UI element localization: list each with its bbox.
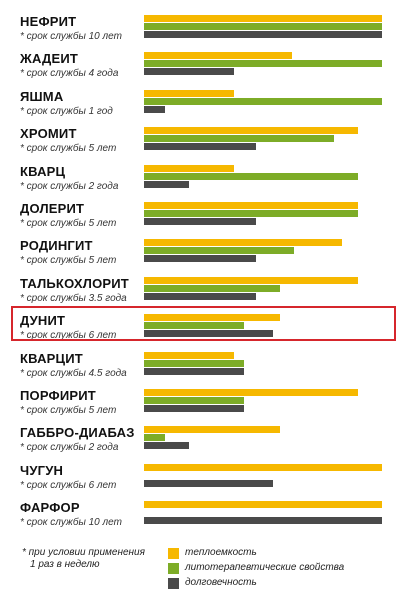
service-life-label: * срок службы 1 год bbox=[20, 105, 113, 117]
bar-heat-capacity bbox=[144, 202, 359, 209]
bar-durability bbox=[144, 292, 256, 300]
bar-lithotherapy bbox=[144, 247, 294, 255]
bar-durability bbox=[144, 180, 190, 188]
chart-row: РОДИНГИТ * срок службы 5 лет bbox=[0, 238, 402, 275]
service-life-label: * срок службы 4.5 года bbox=[20, 367, 127, 379]
bar-durability bbox=[144, 367, 244, 375]
bar-heat-capacity bbox=[144, 463, 382, 471]
legend-label-lithotherapy: литотерапевтические свойства bbox=[185, 562, 345, 573]
service-life-label: * срок службы 6 лет bbox=[20, 479, 117, 491]
bar-heat-capacity bbox=[144, 426, 280, 434]
bar-heat-capacity bbox=[144, 389, 359, 396]
bar-heat-capacity bbox=[144, 127, 359, 135]
service-life-label: * срок службы 6 лет bbox=[20, 330, 117, 342]
bar-lithotherapy bbox=[144, 210, 359, 217]
stone-name: ХРОМИТ bbox=[20, 126, 77, 142]
bar-durability bbox=[144, 330, 273, 338]
stone-name: ДОЛЕРИТ bbox=[20, 201, 85, 216]
legend-swatch-heat-capacity bbox=[168, 548, 179, 559]
bar-durability bbox=[144, 479, 273, 487]
service-life-label: * срок службы 5 лет bbox=[20, 218, 117, 229]
chart-row: НЕФРИТ * срок службы 10 лет bbox=[0, 14, 402, 51]
bar-durability bbox=[144, 218, 256, 225]
service-life-label: * срок службы 5 лет bbox=[20, 255, 117, 267]
stone-name: ФАРФОР bbox=[20, 500, 80, 516]
bar-heat-capacity bbox=[144, 501, 382, 509]
bar-lithotherapy bbox=[144, 135, 335, 143]
stone-name: РОДИНГИТ bbox=[20, 238, 93, 254]
service-life-label: * срок службы 2 года bbox=[20, 442, 119, 454]
chart-row: ЯШМА * срок службы 1 год bbox=[0, 89, 402, 126]
bar-durability bbox=[144, 68, 235, 76]
legend-swatch-durability bbox=[168, 578, 179, 589]
stone-name: КВАРЦИТ bbox=[20, 350, 83, 366]
service-life-label: * срок службы 2 года bbox=[20, 180, 119, 192]
bar-heat-capacity bbox=[144, 314, 280, 322]
footnote: * при условии применения 1 раз в неделю bbox=[22, 547, 145, 571]
chart-row: ДОЛЕРИТ * срок службы 5 лет bbox=[0, 201, 402, 238]
bar-durability bbox=[144, 105, 166, 113]
stone-name: КВАРЦ bbox=[20, 163, 66, 179]
service-life-label: * срок службы 10 лет bbox=[20, 31, 122, 42]
stone-name: ДУНИТ bbox=[20, 313, 66, 329]
chart-row: ЧУГУН * срок службы 6 лет bbox=[0, 463, 402, 500]
chart-row: ФАРФОР * срок службы 10 лет bbox=[0, 500, 402, 537]
bar-durability bbox=[144, 143, 256, 151]
chart-row: КВАРЦ * срок службы 2 года bbox=[0, 164, 402, 201]
bar-heat-capacity bbox=[144, 239, 342, 247]
service-life-label: * срок службы 5 лет bbox=[20, 405, 117, 416]
footnote-line-1: * при условии применения bbox=[22, 547, 145, 558]
stone-name: НЕФРИТ bbox=[20, 14, 77, 29]
bar-heat-capacity bbox=[144, 52, 292, 60]
bar-heat-capacity bbox=[144, 351, 235, 359]
stone-name: ЖАДЕИТ bbox=[20, 51, 79, 67]
stone-name: ЯШМА bbox=[20, 88, 64, 104]
chart-row: ЖАДЕИТ * срок службы 4 года bbox=[0, 51, 402, 88]
stone-name: ГАББРО-ДИАБАЗ bbox=[20, 425, 135, 441]
legend-label-durability: долговечность bbox=[185, 577, 257, 588]
bar-durability bbox=[144, 31, 382, 38]
legend-swatch-lithotherapy bbox=[168, 563, 179, 574]
service-life-label: * срок службы 4 года bbox=[20, 68, 119, 80]
bar-lithotherapy bbox=[144, 434, 166, 442]
chart-row: ПОРФИРИТ * срок службы 5 лет bbox=[0, 388, 402, 425]
footnote-line-2: 1 раз в неделю bbox=[30, 559, 100, 570]
bar-heat-capacity bbox=[144, 276, 359, 284]
bar-durability bbox=[144, 255, 256, 263]
stone-name: ПОРФИРИТ bbox=[20, 388, 96, 403]
bar-lithotherapy bbox=[144, 97, 382, 105]
bar-heat-capacity bbox=[144, 164, 235, 172]
service-life-label: * срок службы 10 лет bbox=[20, 517, 122, 529]
highlight-box bbox=[11, 306, 396, 342]
bar-lithotherapy bbox=[144, 397, 244, 404]
bar-durability bbox=[144, 405, 244, 412]
bar-durability bbox=[144, 442, 190, 450]
legend-label-heat-capacity: теплоемкость bbox=[185, 547, 257, 558]
stone-name: ТАЛЬКОХЛОРИТ bbox=[20, 275, 129, 291]
stone-name: ЧУГУН bbox=[20, 462, 64, 478]
bar-lithotherapy bbox=[144, 172, 359, 180]
bar-heat-capacity bbox=[144, 15, 382, 22]
bar-durability bbox=[144, 517, 382, 525]
bar-heat-capacity bbox=[144, 89, 235, 97]
service-life-label: * срок службы 5 лет bbox=[20, 143, 117, 155]
bar-lithotherapy bbox=[144, 322, 244, 330]
bar-lithotherapy bbox=[144, 359, 244, 367]
bar-lithotherapy bbox=[144, 284, 280, 292]
bar-lithotherapy bbox=[144, 23, 382, 30]
chart-row: ТАЛЬКОХЛОРИТ * срок службы 3.5 года bbox=[0, 276, 402, 313]
service-life-label: * срок службы 3.5 года bbox=[20, 292, 127, 304]
chart-row: ГАББРО-ДИАБАЗ * срок службы 2 года bbox=[0, 425, 402, 462]
chart-row: ДУНИТ * срок службы 6 лет bbox=[0, 313, 402, 350]
bar-lithotherapy bbox=[144, 60, 382, 68]
chart-row: КВАРЦИТ * срок службы 4.5 года bbox=[0, 351, 402, 388]
chart-row: ХРОМИТ * срок службы 5 лет bbox=[0, 126, 402, 163]
